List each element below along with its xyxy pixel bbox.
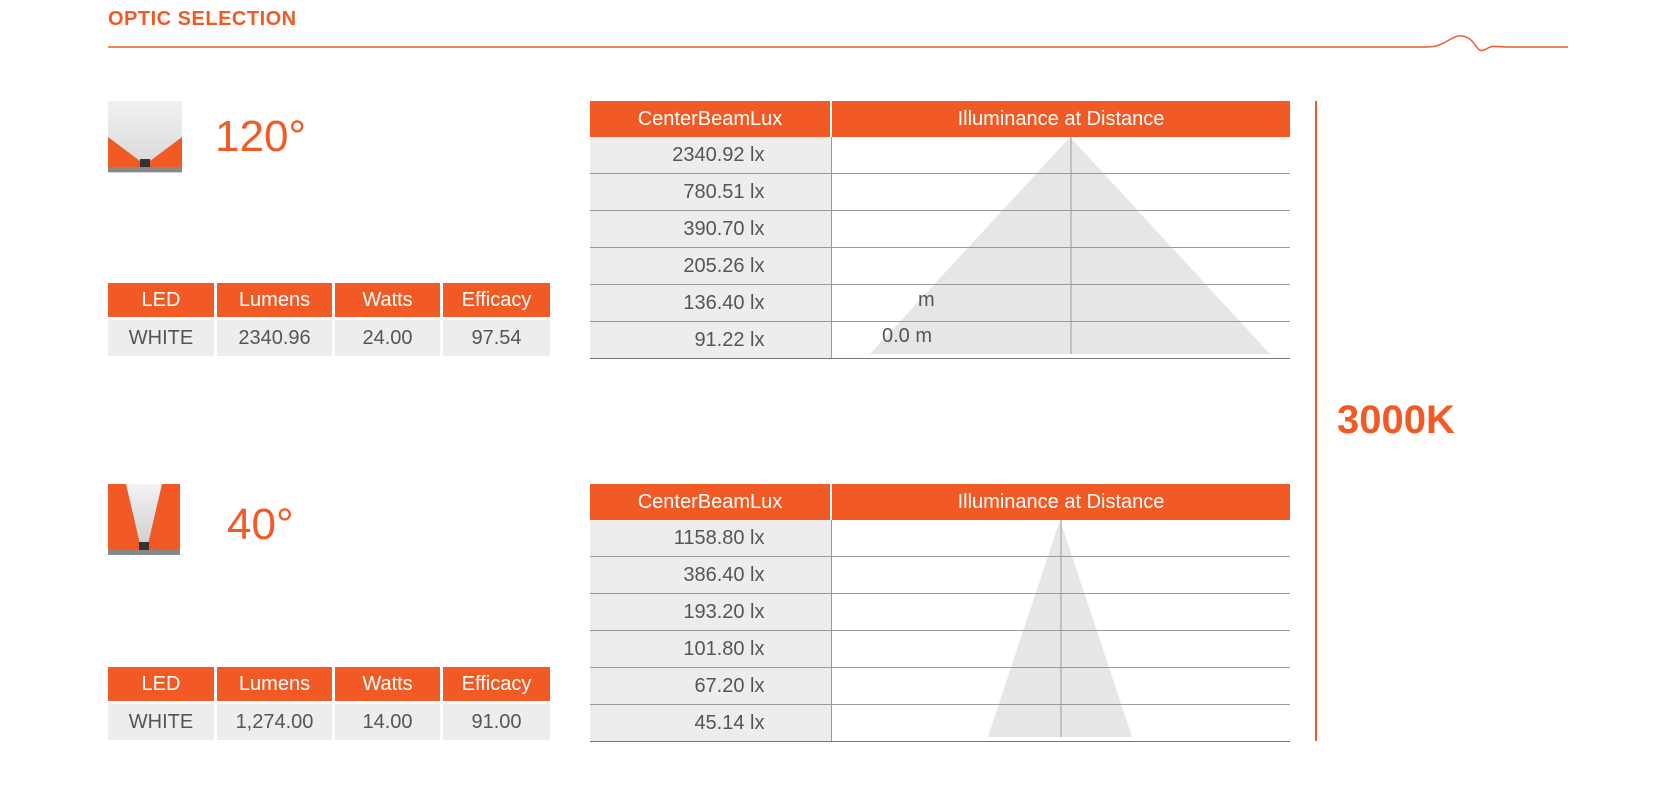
section-divider — [1315, 101, 1317, 741]
lux-value: 45.14 lx — [590, 704, 832, 742]
spec-lumens: 1,274.00 — [217, 704, 332, 740]
color-temperature-label: 3000K — [1337, 398, 1455, 442]
table-row: 2340.92 lx — [590, 137, 1290, 174]
distance-label: 0.0 m — [882, 325, 933, 347]
lux-value: 67.20 lx — [590, 667, 832, 705]
spec-header-lumens: Lumens — [217, 667, 332, 704]
header-divider — [108, 35, 1568, 52]
spec-efficacy: 91.00 — [443, 704, 550, 740]
spec-lumens: 2340.96 — [217, 320, 332, 356]
spec-table: LED Lumens Watts Efficacy WHITE 2340.96 … — [105, 283, 553, 356]
table-row: 205.26 lx — [590, 247, 1290, 285]
lux-table: CenterBeamLux Illuminance at Distance 23… — [590, 101, 1290, 359]
spec-watts: 14.00 — [335, 704, 440, 740]
lux-value: 390.70 lx — [590, 210, 832, 248]
lux-value: 780.51 lx — [590, 173, 832, 211]
distance-label: m — [918, 289, 935, 311]
table-row: 1158.80 lx — [590, 520, 1290, 557]
beam-angle-label: 40° — [227, 500, 294, 549]
lux-value: 386.40 lx — [590, 556, 832, 594]
lux-table: CenterBeamLux Illuminance at Distance 11… — [590, 484, 1290, 742]
spec-header-lumens: Lumens — [217, 283, 332, 320]
table-row: WHITE 2340.96 24.00 97.54 — [108, 320, 550, 356]
lux-value: 193.20 lx — [590, 593, 832, 631]
lux-value: 205.26 lx — [590, 247, 832, 285]
beam-angle-label: 120° — [215, 112, 307, 161]
spec-header-led: LED — [108, 283, 214, 320]
table-row: 780.51 lx — [590, 173, 1290, 211]
spec-header-efficacy: Efficacy — [443, 667, 550, 704]
spec-watts: 24.00 — [335, 320, 440, 356]
table-row: 386.40 lx — [590, 556, 1290, 594]
spec-led: WHITE — [108, 704, 214, 740]
lux-header-centerbeam: CenterBeamLux — [590, 484, 832, 520]
table-row: 193.20 lx — [590, 593, 1290, 631]
table-row: 390.70 lx — [590, 210, 1290, 248]
spec-header-watts: Watts — [335, 667, 440, 704]
table-row: 91.22 lx — [590, 321, 1290, 359]
spec-header-led: LED — [108, 667, 214, 704]
lux-value: 91.22 lx — [590, 321, 832, 359]
page-title: OPTIC SELECTION — [108, 8, 297, 30]
spec-efficacy: 97.54 — [443, 320, 550, 356]
lux-header-distance: Illuminance at Distance — [831, 101, 1290, 137]
spec-led: WHITE — [108, 320, 214, 356]
table-row: 101.80 lx — [590, 630, 1290, 668]
lux-value: 101.80 lx — [590, 630, 832, 668]
lux-value: 136.40 lx — [590, 284, 832, 322]
table-row: 67.20 lx — [590, 667, 1290, 705]
spec-table: LED Lumens Watts Efficacy WHITE 1,274.00… — [105, 667, 553, 740]
table-row: 136.40 lx — [590, 284, 1290, 322]
wide-beam-icon — [108, 101, 182, 173]
lux-value: 1158.80 lx — [590, 520, 832, 557]
lux-value: 2340.92 lx — [590, 137, 832, 174]
table-row: 45.14 lx — [590, 704, 1290, 742]
lux-header-distance: Illuminance at Distance — [831, 484, 1290, 520]
table-row: WHITE 1,274.00 14.00 91.00 — [108, 704, 550, 740]
lux-header-centerbeam: CenterBeamLux — [590, 101, 832, 137]
spec-header-efficacy: Efficacy — [443, 283, 550, 320]
spec-header-watts: Watts — [335, 283, 440, 320]
narrow-beam-icon — [108, 484, 180, 555]
